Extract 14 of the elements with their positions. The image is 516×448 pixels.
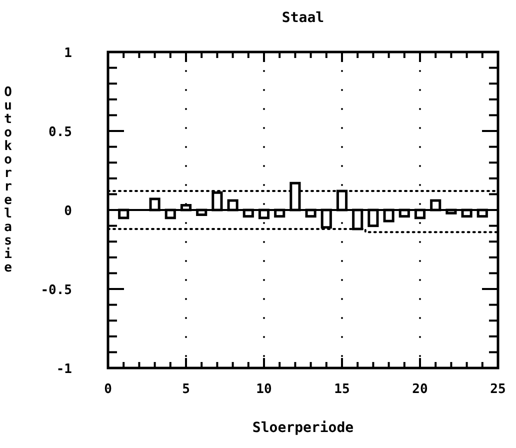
text: Outokorrelasie bbox=[4, 85, 12, 276]
x-tick-label: 0 bbox=[104, 382, 112, 397]
y-tick-label: 1 bbox=[64, 46, 72, 61]
y-tick-label: 0 bbox=[64, 204, 72, 219]
x-tick-label: 5 bbox=[182, 382, 190, 397]
y-tick-label: -0.5 bbox=[40, 283, 72, 298]
y-tick-label: 0.5 bbox=[48, 125, 72, 140]
x-tick-label: 10 bbox=[256, 382, 272, 397]
x-tick-label: 25 bbox=[490, 382, 506, 397]
x-axis-title: Sloerperiode bbox=[252, 420, 354, 436]
y-tick-label: -1 bbox=[56, 362, 72, 377]
x-tick-label: 15 bbox=[334, 382, 350, 397]
x-tick-label: 20 bbox=[412, 382, 428, 397]
chart-title: Staal bbox=[282, 10, 324, 26]
